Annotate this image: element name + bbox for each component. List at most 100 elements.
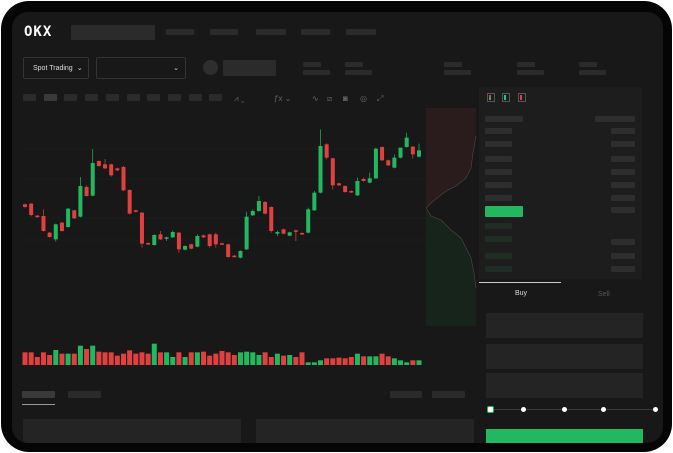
sell-tab[interactable]: Sell (598, 291, 610, 298)
orderbook-bids-icon[interactable] (502, 93, 510, 102)
volume-bar (324, 358, 330, 365)
search-bar[interactable] (71, 25, 155, 40)
orderbook-amount (611, 195, 635, 201)
chart-type-icon[interactable]: ⩘ ⌄ (234, 94, 245, 103)
candle-body (35, 215, 40, 218)
pair-dropdown[interactable]: ⌄ (96, 57, 186, 79)
orderbook-price (485, 116, 523, 122)
timeframe-button[interactable] (43, 94, 57, 101)
line-tool-icon[interactable]: ∿ (312, 94, 319, 103)
okx-trading-screen: OKX Spot Trading ⌄ ⌄ ⩘ ⌄ ƒx ⌄ ∿ ⧄ ◙ ◎ ⤢ … (12, 12, 663, 443)
nav-item[interactable] (256, 29, 286, 35)
leverage-slider-handle[interactable] (487, 406, 494, 413)
timeframe-button[interactable] (209, 94, 223, 101)
stat-label (444, 62, 462, 67)
orderbook-both-icon[interactable] (487, 93, 495, 102)
volume-bar (287, 355, 293, 365)
stat-value (444, 70, 471, 75)
volume-bar (250, 352, 256, 365)
volume-bar (281, 355, 287, 365)
volume-bar (398, 360, 404, 365)
fullscreen-icon[interactable]: ⤢ (377, 94, 384, 103)
orderbook-amount (611, 169, 635, 175)
timeframe-button[interactable] (105, 94, 119, 101)
volume-bar (207, 355, 213, 365)
volume-bar (348, 357, 354, 365)
volume-bar (71, 353, 77, 365)
slider-step[interactable] (601, 407, 606, 412)
coin-icon (203, 60, 218, 75)
candle-body (158, 234, 163, 240)
candle-body (59, 222, 64, 231)
indicator-icon[interactable]: ƒx ⌄ (274, 94, 292, 103)
volume-bar (404, 362, 410, 365)
candle-body (367, 178, 372, 183)
candle-body (238, 251, 243, 258)
orders-filter[interactable] (432, 391, 465, 398)
volume-bar (361, 356, 367, 365)
orderbook-amount (611, 266, 635, 272)
candle-body (404, 137, 409, 147)
ruler-icon[interactable]: ⧄ (327, 94, 333, 103)
volume-bar (127, 350, 133, 365)
timeframe-button[interactable] (188, 94, 202, 101)
leverage-slider-track[interactable] (492, 409, 657, 410)
tab-underline (22, 404, 55, 405)
orderbook-price (485, 236, 512, 242)
candle-body (146, 243, 151, 245)
volume-bar (40, 352, 46, 365)
nav-item[interactable] (301, 29, 330, 35)
candle-body (324, 144, 329, 158)
candle-body (84, 187, 89, 196)
candle-body (189, 244, 194, 249)
timeframe-button[interactable] (64, 94, 78, 101)
amount-input[interactable] (486, 344, 643, 369)
timeframe-button[interactable] (167, 94, 181, 101)
orderbook-amount (611, 182, 635, 188)
timeframe-button[interactable] (126, 94, 140, 101)
camera-icon[interactable]: ◙ (343, 94, 348, 103)
candle-body (269, 207, 274, 231)
candle-body (115, 168, 120, 171)
orders-filter[interactable] (390, 391, 422, 398)
candle-body (361, 179, 366, 181)
timeframe-button[interactable] (147, 94, 161, 101)
candle-body (386, 160, 391, 166)
orderbook-amount (611, 141, 635, 147)
tab-open-orders[interactable] (22, 391, 55, 398)
candle-body (96, 161, 101, 166)
buy-tab[interactable]: Buy (515, 290, 528, 297)
slider-step[interactable] (562, 407, 567, 412)
volume-bar (96, 351, 102, 365)
buy-submit-button[interactable] (486, 429, 643, 443)
candle-body (127, 190, 132, 214)
candle-body (201, 235, 206, 238)
orderbook-asks-icon[interactable] (518, 93, 526, 102)
timeframe-button[interactable] (85, 94, 99, 101)
candle-body (103, 164, 108, 169)
tab-order-history[interactable] (68, 391, 101, 398)
settings-icon[interactable]: ◎ (360, 94, 367, 103)
volume-bar (262, 352, 268, 365)
stat-label (517, 62, 535, 67)
volume-bar (121, 353, 126, 365)
slider-step[interactable] (521, 407, 526, 412)
volume-bar (182, 357, 188, 365)
price-input[interactable] (486, 313, 643, 338)
candle-body (170, 232, 175, 238)
candle-body (281, 229, 286, 234)
candlestick-chart[interactable] (12, 12, 482, 372)
total-input[interactable] (486, 373, 643, 398)
timeframe-button[interactable] (23, 94, 36, 101)
nav-item[interactable] (166, 29, 194, 35)
orderbook-amount (611, 207, 635, 213)
nav-item[interactable] (210, 29, 238, 35)
slider-step[interactable] (653, 407, 658, 412)
candle-body (66, 208, 71, 227)
candle-body (355, 181, 360, 196)
orderbook-amount (595, 116, 635, 122)
market-type-dropdown[interactable]: Spot Trading ⌄ (23, 57, 89, 79)
nav-item[interactable] (346, 29, 376, 35)
stat-label (303, 62, 321, 67)
candle-body (410, 146, 415, 155)
